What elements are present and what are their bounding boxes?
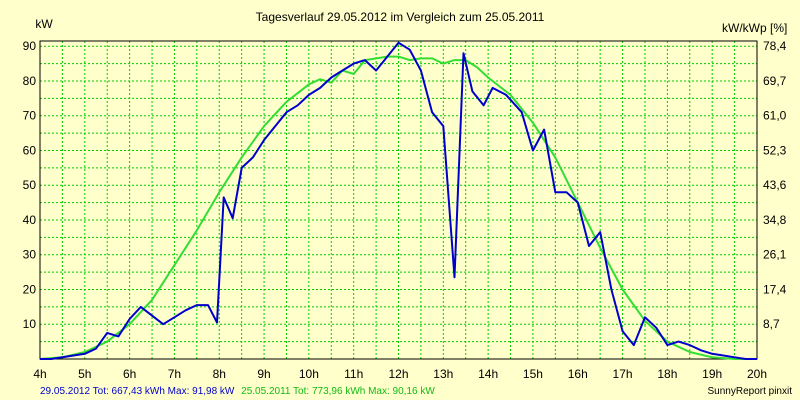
y-tick-label-right: 78,4 bbox=[763, 39, 787, 53]
x-tick-label: 5h bbox=[78, 367, 91, 381]
x-tick-label: 20h bbox=[747, 367, 767, 381]
legend-2011: 25.05.2011 Tot: 773,96 kWh Max: 90,16 kW bbox=[241, 386, 435, 397]
y-tick-label-left: 50 bbox=[23, 178, 37, 192]
footer-legend: 29.05.2012 Tot: 667,43 kWh Max: 91,98 kW… bbox=[40, 386, 435, 397]
x-tick-label: 6h bbox=[123, 367, 136, 381]
y-tick-label-right: 43,6 bbox=[763, 178, 787, 192]
x-tick-label: 4h bbox=[33, 367, 46, 381]
y-tick-label-left: 30 bbox=[23, 248, 37, 262]
y-tick-label-left: 80 bbox=[23, 74, 37, 88]
tick-labels: 4h 5h 6h 7h 8h 9h 10h 11h 12h 13h 14h 15h 16h 17h 18h 1… bbox=[23, 39, 787, 381]
series-line-2012 bbox=[40, 41, 757, 360]
y-tick-label-right: 17,4 bbox=[763, 282, 787, 296]
y-tick-label-right: 61,0 bbox=[763, 109, 787, 123]
y-tick-label-left: 90 bbox=[23, 39, 37, 53]
y-tick-label-right: 26,1 bbox=[763, 248, 787, 262]
chart-title: Tagesverlauf 29.05.2012 im Vergleich zum… bbox=[256, 10, 545, 24]
right-axis-unit: kW/kWp [%] bbox=[722, 21, 787, 35]
y-tick-label-left: 70 bbox=[23, 109, 37, 123]
y-tick-label-left: 40 bbox=[23, 213, 37, 227]
x-tick-label: 10h bbox=[299, 367, 319, 381]
x-tick-label: 14h bbox=[478, 367, 498, 381]
y-tick-label-right: 34,8 bbox=[763, 213, 787, 227]
y-tick-label-left: 60 bbox=[23, 143, 37, 157]
x-tick-label: 7h bbox=[168, 367, 181, 381]
x-tick-label: 17h bbox=[613, 367, 633, 381]
x-tick-label: 16h bbox=[568, 367, 588, 381]
legend-2012: 29.05.2012 Tot: 667,43 kWh Max: 91,98 kW bbox=[40, 386, 235, 397]
x-tick-label: 12h bbox=[388, 367, 408, 381]
y-tick-label-left: 10 bbox=[23, 317, 37, 331]
x-tick-label: 19h bbox=[702, 367, 722, 381]
y-tick-label-right: 52,3 bbox=[763, 143, 787, 157]
x-tick-label: 13h bbox=[433, 367, 453, 381]
y-tick-label-right: 8,7 bbox=[763, 317, 780, 331]
plot-frame bbox=[39, 40, 758, 360]
x-tick-label: 9h bbox=[257, 367, 270, 381]
series-layer bbox=[39, 41, 757, 360]
x-tick-label: 11h bbox=[344, 367, 363, 381]
x-tick-label: 8h bbox=[213, 367, 226, 381]
y-tick-label-right: 69,7 bbox=[763, 74, 787, 88]
series-line-2011 bbox=[39, 55, 757, 360]
x-tick-label: 15h bbox=[523, 367, 543, 381]
footer-credit: SunnyReport pinxit bbox=[708, 386, 793, 397]
left-axis-unit: kW bbox=[35, 17, 53, 31]
x-tick-label: 18h bbox=[657, 367, 677, 381]
y-tick-label-left: 20 bbox=[23, 282, 37, 296]
